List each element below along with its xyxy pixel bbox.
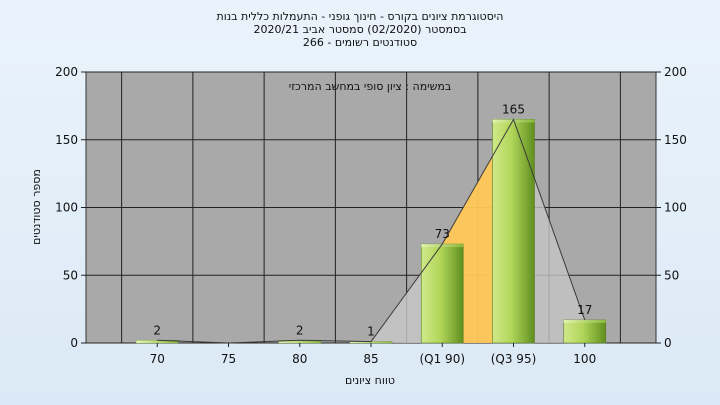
y-tick-label-left: 100 (55, 201, 78, 215)
x-tick-label-(Q3 95): (Q3 95) (491, 352, 537, 366)
y-tick-label-right: 100 (664, 201, 687, 215)
bar-cap-(Q3 95) (492, 119, 535, 123)
x-tick-label-100: 100 (573, 352, 596, 366)
x-tick-label-75: 75 (221, 352, 236, 366)
data-label-(Q1 90): 73 (435, 227, 450, 241)
data-label-(Q3 95): 165 (502, 102, 525, 116)
y-tick-label-right: 0 (664, 336, 672, 350)
bar-(Q1 90) (420, 243, 464, 344)
bar-cap-80 (278, 340, 321, 343)
bar-layer (135, 119, 607, 344)
chart-title-line-2: בסמסטר (02/2020) סמסטר אביב 2020/21 (253, 23, 467, 36)
chart-title-line-1: היסטוגרמת ציונים בקורס - חינוך גופני - ה… (216, 10, 504, 23)
x-tick-label-70: 70 (150, 352, 165, 366)
y-tick-label-left: 50 (63, 268, 78, 282)
y-tick-label-right: 150 (664, 133, 687, 147)
y-tick-label-left: 150 (55, 133, 78, 147)
chart-subtitle: במשימה : ציון סופי במחשב המרכזי (289, 80, 452, 93)
y-axis-label: מספר סטודנטים (30, 169, 43, 245)
x-tick-label-85: 85 (363, 352, 378, 366)
x-tick-label-80: 80 (292, 352, 307, 366)
y-tick-label-left: 0 (70, 336, 78, 350)
bar-cap-70 (136, 340, 179, 343)
data-label-85: 1 (367, 325, 375, 339)
bar-100 (563, 319, 607, 344)
x-axis-label: טווח ציונים (345, 374, 395, 387)
bar-cap-100 (563, 319, 606, 323)
bar-cap-85 (350, 341, 392, 343)
y-tick-label-right: 200 (664, 65, 687, 79)
axis-layer: 0 0 50 50 100 100 150 150 200 200 70 75 80 85 (Q1 90) (… (55, 65, 687, 366)
x-tick-label-(Q1 90): (Q1 90) (419, 352, 465, 366)
bar-(Q3 95) (492, 119, 535, 344)
data-label-layer: 2 2 1 73 165 17 (153, 102, 592, 338)
data-label-100: 17 (577, 303, 592, 317)
chart-title-line-3: סטודנטים רשומים - 266 (302, 36, 418, 49)
data-label-80: 2 (296, 323, 304, 337)
bar-cap-(Q1 90) (421, 244, 464, 248)
y-tick-label-right: 50 (664, 268, 679, 282)
y-tick-label-left: 200 (55, 65, 78, 79)
data-label-70: 2 (153, 323, 161, 337)
